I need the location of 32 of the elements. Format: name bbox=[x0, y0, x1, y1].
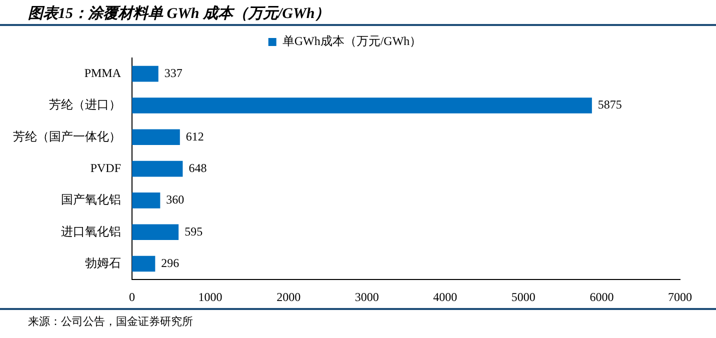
x-tick-label: 3000 bbox=[354, 290, 379, 304]
x-tick-label: 6000 bbox=[590, 290, 614, 304]
bar bbox=[132, 98, 592, 114]
y-tick-label: 芳纶（国产一体化） bbox=[13, 129, 121, 144]
bar bbox=[132, 129, 180, 146]
y-tick-label: PVDF bbox=[90, 160, 122, 175]
x-tick-label: 2000 bbox=[276, 290, 301, 304]
y-tick-label: 芳纶（进口） bbox=[49, 98, 121, 112]
data-label: 337 bbox=[164, 66, 182, 80]
data-label: 595 bbox=[184, 224, 203, 238]
source-note: 来源：公司公告，国金证券研究所 bbox=[0, 308, 716, 329]
chart-title: 图表15：涂覆材料单 GWh 成本（万元/GWh） bbox=[0, 0, 716, 26]
data-label: 360 bbox=[166, 192, 184, 207]
data-label: 296 bbox=[161, 256, 180, 270]
y-tick-label: 国产氧化铝 bbox=[61, 192, 121, 207]
y-tick-label: 进口氧化铝 bbox=[61, 224, 121, 238]
bar bbox=[132, 256, 156, 272]
bar bbox=[132, 192, 160, 208]
bar bbox=[132, 160, 183, 177]
data-label: 612 bbox=[186, 129, 204, 144]
x-tick-label: 4000 bbox=[433, 290, 458, 304]
data-label: 5875 bbox=[598, 98, 622, 112]
y-tick-label: PMMA bbox=[84, 66, 122, 80]
bar bbox=[132, 224, 179, 240]
x-tick-label: 1000 bbox=[198, 290, 222, 304]
y-tick-label: 勃姆石 bbox=[85, 256, 121, 270]
x-tick-label: 5000 bbox=[511, 290, 536, 304]
bar bbox=[132, 66, 158, 82]
x-tick-label: 0 bbox=[129, 290, 135, 304]
data-label: 648 bbox=[188, 160, 207, 175]
legend-label: 单GWh成本（万元/GWh） bbox=[282, 34, 422, 48]
x-tick-label: 7000 bbox=[668, 290, 692, 304]
